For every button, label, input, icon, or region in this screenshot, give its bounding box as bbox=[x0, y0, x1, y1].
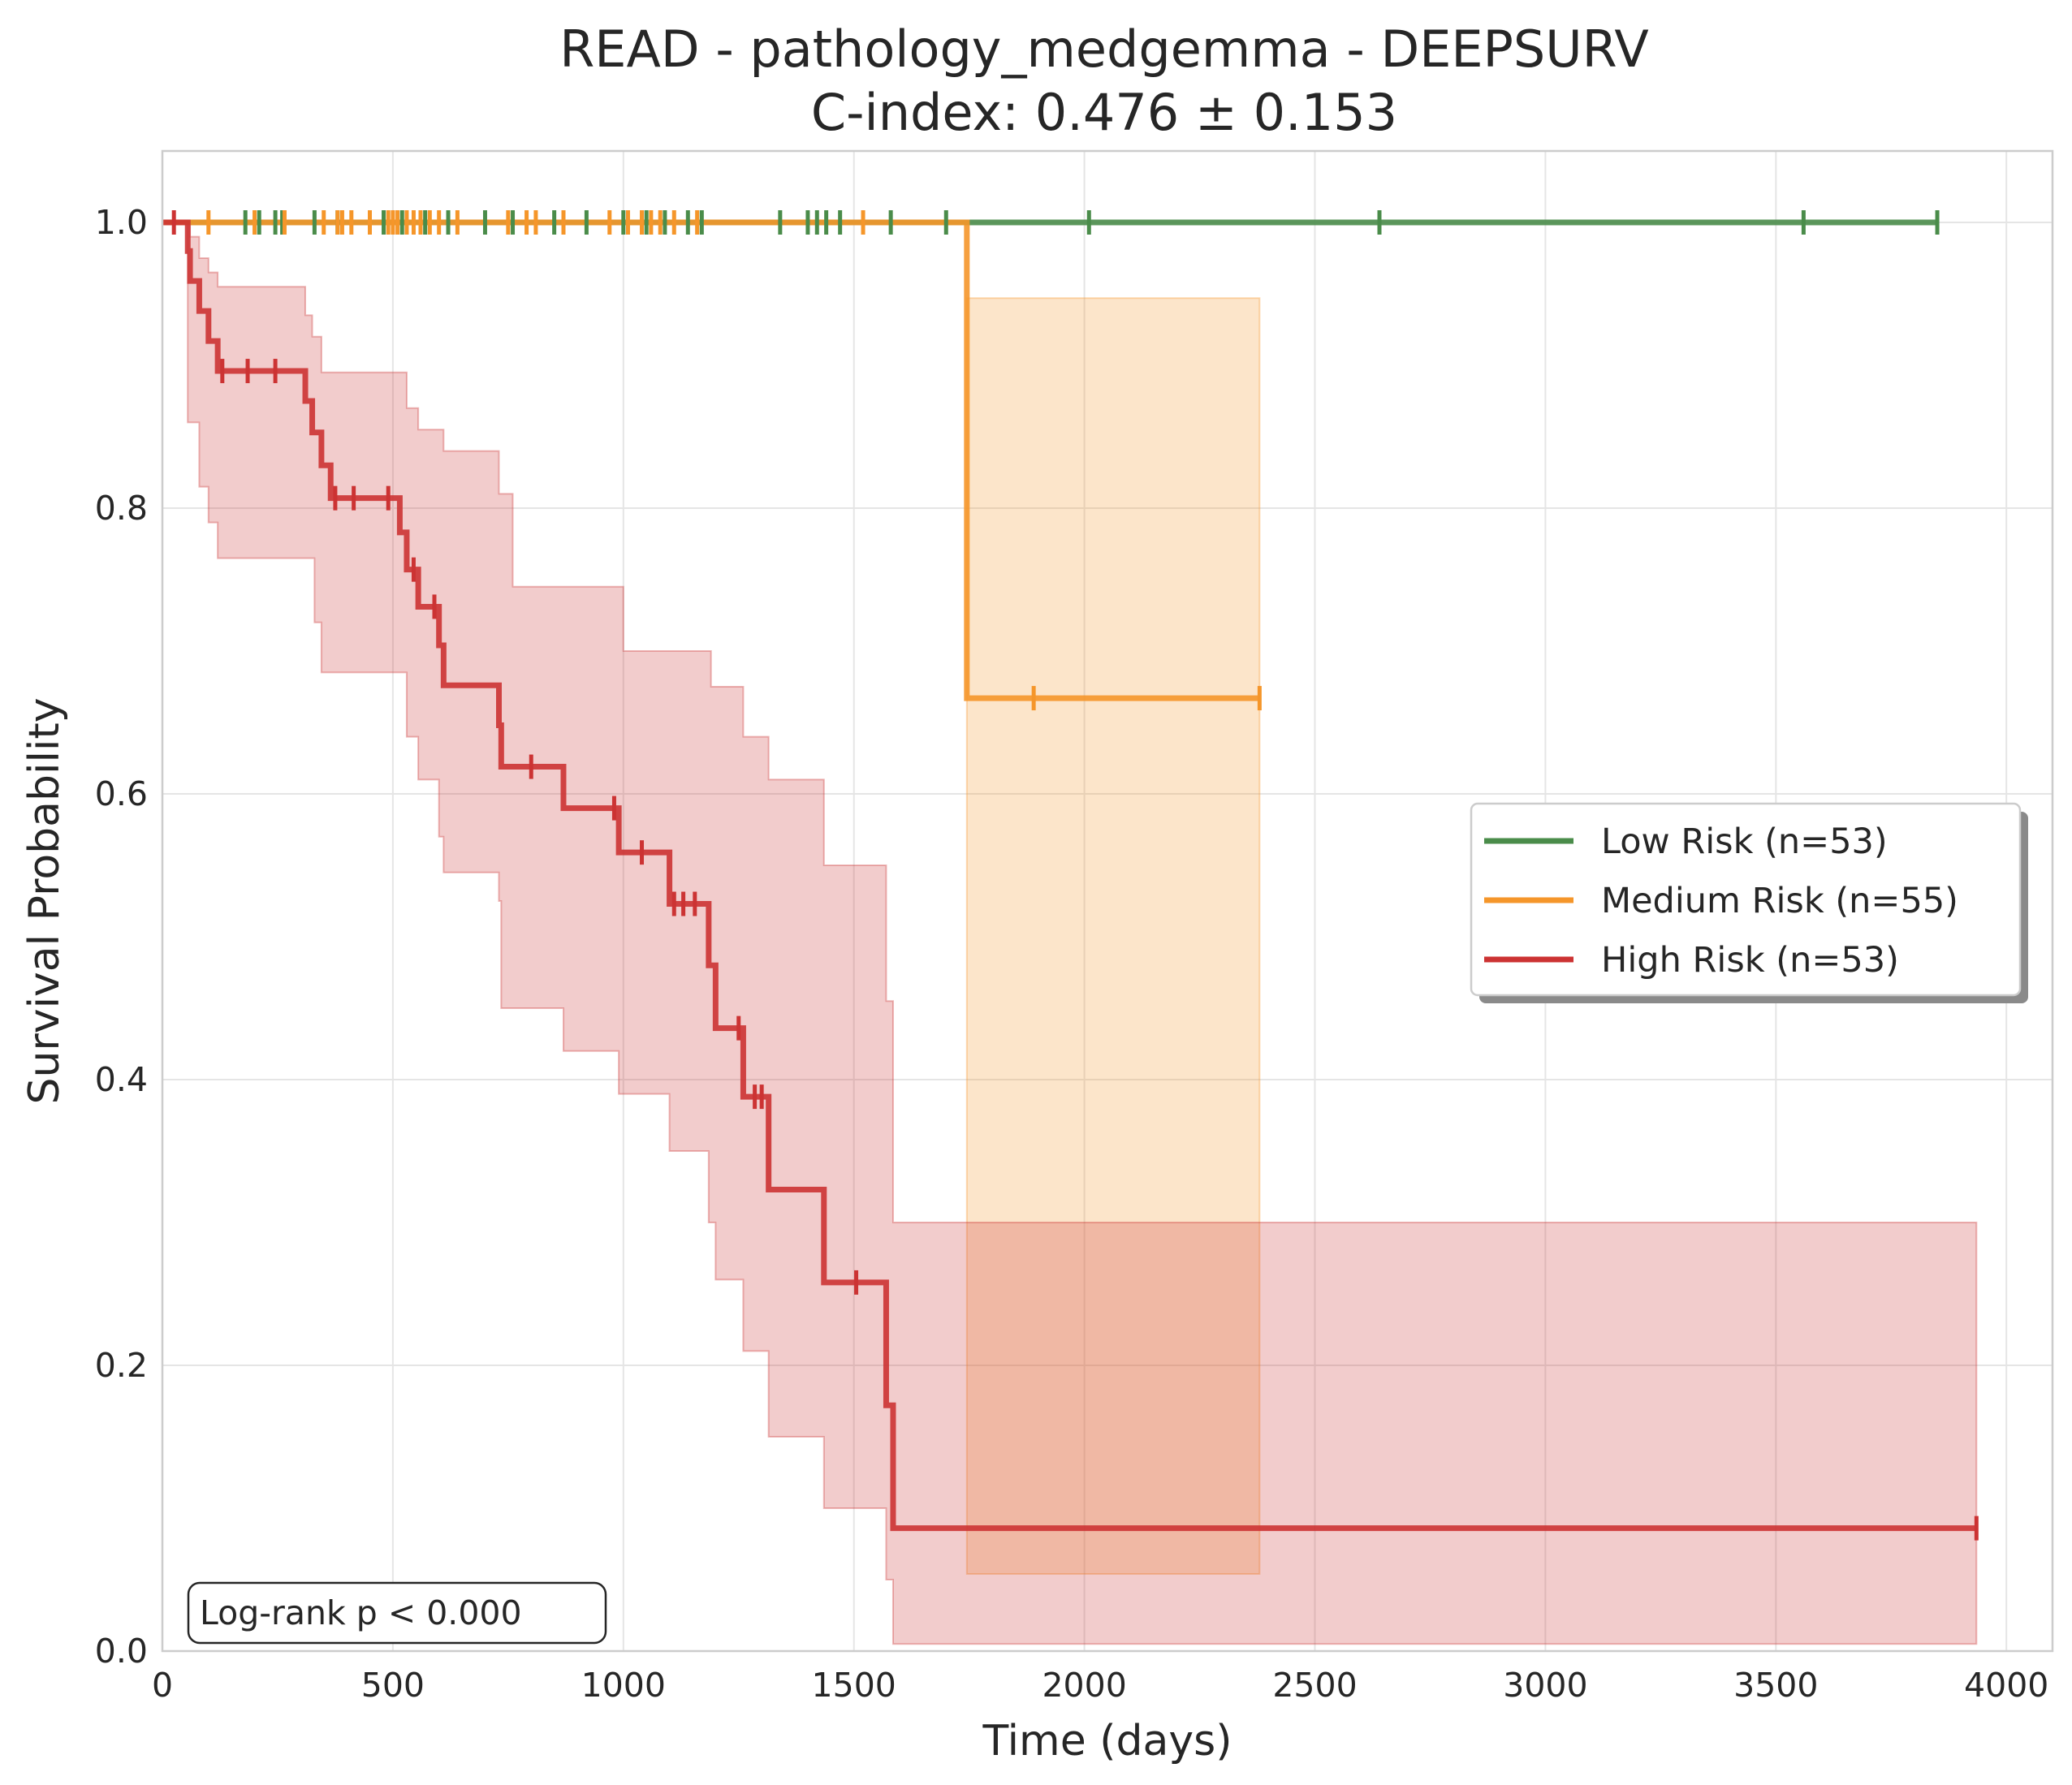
x-axis-label: Time (days) bbox=[982, 1717, 1232, 1766]
annotation-box bbox=[187, 1581, 607, 1645]
legend-items: Low Risk (n=53) Medium Risk (n=55) High Ri… bbox=[1484, 821, 1958, 981]
chart-subtitle: C-index: 0.476 ± 0.153 bbox=[811, 83, 1397, 142]
high-risk-curve bbox=[162, 219, 1977, 1532]
confidence-bands bbox=[162, 222, 1978, 1645]
y-tick-label: 1.0 bbox=[95, 203, 148, 242]
legend-box bbox=[1470, 802, 2022, 997]
legend: Low Risk (n=53) Medium Risk (n=55) High Ri… bbox=[1470, 802, 2028, 1003]
y-tick-label: 0.8 bbox=[95, 489, 148, 528]
x-tick-label: 2500 bbox=[1272, 1666, 1357, 1705]
y-tick-label: 0.6 bbox=[95, 774, 148, 813]
y-axis-label: Survival Probability bbox=[20, 697, 69, 1104]
y-tick-label: 0.0 bbox=[95, 1632, 148, 1671]
plot-frame bbox=[161, 149, 2054, 1653]
x-tick-label: 3000 bbox=[1503, 1666, 1587, 1705]
medium-risk-ci-band bbox=[965, 297, 1261, 1575]
x-tick-label: 2000 bbox=[1042, 1666, 1126, 1705]
y-tick-labels: 0.0 0.2 0.4 0.6 0.8 1.0 bbox=[95, 203, 148, 1671]
x-tick-label: 1000 bbox=[581, 1666, 666, 1705]
high-risk-ci-band bbox=[162, 222, 1978, 1645]
x-tick-label: 500 bbox=[361, 1666, 425, 1705]
x-tick-label: 0 bbox=[152, 1666, 173, 1705]
x-tick-label: 3500 bbox=[1733, 1666, 1818, 1705]
chart-title: READ - pathology_medgemma - DEEPSURV bbox=[559, 19, 1649, 79]
censor-marks bbox=[171, 210, 1979, 1541]
y-tick-label: 0.2 bbox=[95, 1346, 148, 1385]
legend-label-medium: Medium Risk (n=55) bbox=[1601, 881, 1958, 921]
x-tick-label: 4000 bbox=[1964, 1666, 2048, 1705]
x-tick-label: 1500 bbox=[812, 1666, 896, 1705]
y-tick-label: 0.4 bbox=[95, 1060, 148, 1099]
x-tick-labels: 0 500 1000 1500 2000 2500 3000 3500 4000 bbox=[152, 1666, 2048, 1705]
legend-label-high: High Risk (n=53) bbox=[1601, 940, 1899, 981]
logrank-annotation: Log-rank p < 0.000 bbox=[187, 1581, 607, 1645]
legend-label-low: Low Risk (n=53) bbox=[1601, 821, 1888, 862]
annotation-text: Log-rank p < 0.000 bbox=[200, 1593, 522, 1632]
